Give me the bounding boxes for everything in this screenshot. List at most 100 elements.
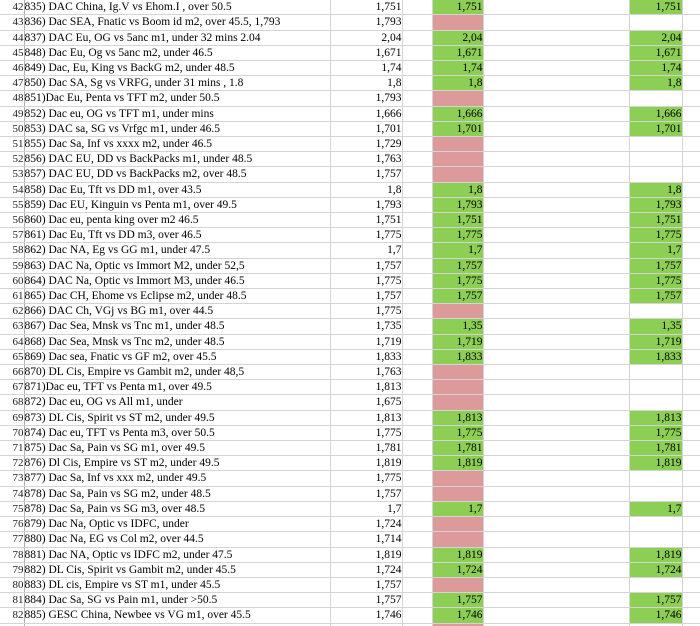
cell-result-value[interactable] — [432, 470, 484, 487]
cell-odds-value[interactable]: 1,8 — [330, 182, 403, 198]
cell-spacer[interactable] — [402, 303, 433, 320]
table-row[interactable]: 55 859) Dac EU, Kinguin vs Penta m1, over… — [0, 197, 700, 214]
cell-trailing[interactable] — [682, 349, 700, 366]
cell-spacer[interactable] — [402, 455, 433, 472]
cell-odds-value[interactable]: 1,775 — [330, 227, 403, 244]
cell-spacer[interactable] — [402, 75, 433, 92]
cell-odds-value[interactable]: 1,813 — [330, 410, 403, 426]
cell-description[interactable]: 855) Dac Sa, Inf vs xxxx m2, under 46.5 — [24, 136, 331, 153]
cell-spacer[interactable] — [402, 30, 433, 46]
cell-summary-value[interactable]: 1,35 — [629, 318, 683, 335]
table-row[interactable]: 67 871)Dac eu, TFT vs Penta m1, over 49.5… — [0, 379, 700, 396]
cell-summary-value[interactable]: 1,757 — [629, 592, 683, 609]
table-row[interactable]: 82 885) GESC China, Newbee vs VG m1, over… — [0, 607, 700, 624]
cell-spacer[interactable] — [402, 288, 433, 305]
cell-empty-gap[interactable] — [483, 273, 630, 290]
cell-description[interactable]: 872) Dac eu, OG vs All m1, under — [24, 394, 331, 411]
row-header-cell[interactable]: 72 — [0, 455, 25, 472]
cell-spacer[interactable] — [402, 516, 433, 533]
cell-trailing[interactable] — [682, 182, 700, 198]
cell-result-value[interactable]: 1,751 — [432, 0, 484, 16]
cell-trailing[interactable] — [682, 516, 700, 533]
cell-spacer[interactable] — [402, 334, 433, 350]
cell-spacer[interactable] — [402, 227, 433, 244]
cell-summary-value[interactable]: 1,775 — [629, 227, 683, 244]
cell-trailing[interactable] — [682, 425, 700, 442]
cell-summary-value[interactable] — [629, 90, 683, 107]
cell-spacer[interactable] — [402, 394, 433, 411]
cell-result-value[interactable]: 1,74 — [432, 60, 484, 77]
cell-summary-value[interactable]: 1,775 — [629, 273, 683, 290]
cell-odds-value[interactable]: 1,757 — [330, 166, 403, 183]
cell-odds-value[interactable]: 1,775 — [330, 303, 403, 320]
cell-result-value[interactable] — [432, 379, 484, 396]
row-header-cell[interactable]: 61 — [0, 288, 25, 305]
cell-result-value[interactable]: 1,757 — [432, 288, 484, 305]
cell-spacer[interactable] — [402, 364, 433, 381]
table-row[interactable]: 53 857) DAC EU, DD vs BackPacks m2, over … — [0, 166, 700, 183]
table-row[interactable]: 50 853) DAC sa, SG vs Vrfgc m1, under 46.… — [0, 121, 700, 138]
cell-spacer[interactable] — [402, 106, 433, 122]
cell-summary-value[interactable]: 1,8 — [629, 182, 683, 198]
cell-trailing[interactable] — [682, 440, 700, 457]
row-header-cell[interactable]: 47 — [0, 75, 25, 92]
row-header-cell[interactable]: 68 — [0, 394, 25, 411]
cell-summary-value[interactable] — [629, 486, 683, 502]
row-header-cell[interactable]: 75 — [0, 501, 25, 518]
cell-odds-value[interactable]: 1,757 — [330, 486, 403, 502]
cell-trailing[interactable] — [682, 607, 700, 624]
cell-odds-value[interactable]: 1,763 — [330, 151, 403, 168]
table-row[interactable]: 65 869) Dac sea, Fnatic vs GF m2, over 45… — [0, 349, 700, 366]
cell-odds-value[interactable]: 1,74 — [330, 60, 403, 77]
cell-odds-value[interactable]: 1,729 — [330, 136, 403, 153]
table-row[interactable]: 75 878) Dac Sa, Pain vs SG m3, over 48.5 1… — [0, 501, 700, 518]
cell-empty-gap[interactable] — [483, 318, 630, 335]
cell-empty-gap[interactable] — [483, 90, 630, 107]
cell-description[interactable]: 877) Dac Sa, Inf vs xxx m2, under 49.5 — [24, 470, 331, 487]
cell-empty-gap[interactable] — [483, 410, 630, 426]
cell-summary-value[interactable]: 1,7 — [629, 501, 683, 518]
cell-description[interactable]: 864) DAC Na, Optic vs Immort M3, under 4… — [24, 273, 331, 290]
cell-summary-value[interactable]: 1,757 — [629, 288, 683, 305]
cell-spacer[interactable] — [402, 136, 433, 153]
cell-summary-value[interactable]: 1,701 — [629, 121, 683, 138]
cell-summary-value[interactable]: 1,775 — [629, 425, 683, 442]
cell-result-value[interactable]: 1,819 — [432, 547, 484, 563]
cell-odds-value[interactable]: 1,833 — [330, 349, 403, 366]
cell-spacer[interactable] — [402, 90, 433, 107]
cell-spacer[interactable] — [402, 623, 433, 626]
cell-result-value[interactable]: 1,671 — [432, 45, 484, 62]
cell-empty-gap[interactable] — [483, 288, 630, 305]
cell-trailing[interactable] — [682, 30, 700, 46]
cell-description[interactable]: 848) Dac Eu, Og vs 5anc m2, under 46.5 — [24, 45, 331, 62]
cell-trailing[interactable] — [682, 303, 700, 320]
cell-spacer[interactable] — [402, 242, 433, 259]
cell-empty-gap[interactable] — [483, 394, 630, 411]
cell-odds-value[interactable]: 1,757 — [330, 577, 403, 594]
row-header-cell[interactable]: 69 — [0, 410, 25, 426]
table-row[interactable]: 59 863) DAC Na, Optic vs Immort M2, under… — [0, 258, 700, 274]
cell-result-value[interactable] — [432, 577, 484, 594]
cell-trailing[interactable] — [682, 75, 700, 92]
cell-odds-value[interactable]: 1,781 — [330, 440, 403, 457]
cell-empty-gap[interactable] — [483, 14, 630, 31]
row-header-cell[interactable]: 59 — [0, 258, 25, 274]
cell-trailing[interactable] — [682, 364, 700, 381]
cell-result-value[interactable] — [432, 303, 484, 320]
cell-summary-value[interactable]: 1,757 — [629, 258, 683, 274]
cell-odds-value[interactable]: 1,793 — [330, 14, 403, 31]
cell-spacer[interactable] — [402, 547, 433, 563]
cell-result-value[interactable] — [432, 516, 484, 533]
cell-summary-value[interactable]: 1,746 — [629, 607, 683, 624]
cell-empty-gap[interactable] — [483, 547, 630, 563]
cell-odds-value[interactable]: 1,8 — [330, 75, 403, 92]
table-row[interactable]: 79 882) DL Cis, Spirit vs Gambit m2, unde… — [0, 562, 700, 578]
cell-result-value[interactable]: 1,724 — [432, 562, 484, 578]
table-row[interactable]: 80 883) DL cis, Empire vs ST m1, under 45… — [0, 577, 700, 594]
cell-odds-value[interactable]: 1,7 — [330, 623, 403, 626]
cell-trailing[interactable] — [682, 547, 700, 563]
row-header-cell[interactable]: 44 — [0, 30, 25, 46]
cell-trailing[interactable] — [682, 60, 700, 77]
cell-odds-value[interactable]: 1,666 — [330, 106, 403, 122]
row-header-cell[interactable]: 56 — [0, 212, 25, 229]
